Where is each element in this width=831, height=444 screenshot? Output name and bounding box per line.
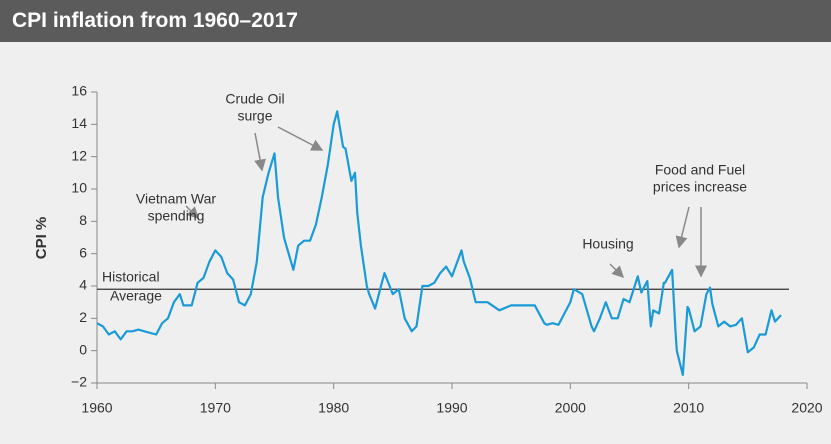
x-tick-label: 2020 — [791, 400, 822, 416]
cpi-line — [96, 110, 782, 376]
y-tick-label: 12 — [71, 147, 87, 163]
y-axis-label: CPI % — [33, 217, 50, 260]
reference-label: Historical — [102, 269, 160, 285]
annotation: Vietnam War — [136, 191, 216, 207]
arrow — [609, 263, 625, 279]
x-tick-label: 1960 — [81, 400, 112, 416]
y-tick-label: 14 — [71, 115, 87, 131]
y-tick-label: 4 — [79, 277, 87, 293]
arrow — [675, 206, 690, 249]
reference-label: Average — [110, 288, 162, 304]
annotation: Food and Fuel — [655, 162, 745, 178]
x-tick-label: 1970 — [200, 400, 231, 416]
y-tick-label: 2 — [79, 309, 87, 325]
y-tick-label: 8 — [79, 212, 87, 228]
x-tick-label: 2000 — [555, 400, 586, 416]
y-tick-label: 6 — [79, 244, 87, 260]
x-tick-label: 1980 — [318, 400, 349, 416]
y-tick-label: 10 — [71, 180, 87, 196]
x-tick-label: 1990 — [436, 400, 467, 416]
arrow — [277, 126, 324, 151]
y-tick-label: −2 — [71, 374, 87, 390]
annotation: Crude Oil — [225, 91, 284, 107]
annotation: Housing — [582, 236, 633, 252]
arrow — [185, 205, 200, 220]
y-tick-label: 0 — [79, 341, 87, 357]
arrow — [254, 132, 266, 172]
annotation: spending — [148, 208, 205, 224]
chart-title: CPI inflation from 1960–2017 — [0, 0, 831, 42]
annotation: prices increase — [653, 179, 747, 195]
y-tick-label: 16 — [71, 83, 87, 99]
annotation: surge — [237, 108, 272, 124]
x-tick-label: 2010 — [673, 400, 704, 416]
